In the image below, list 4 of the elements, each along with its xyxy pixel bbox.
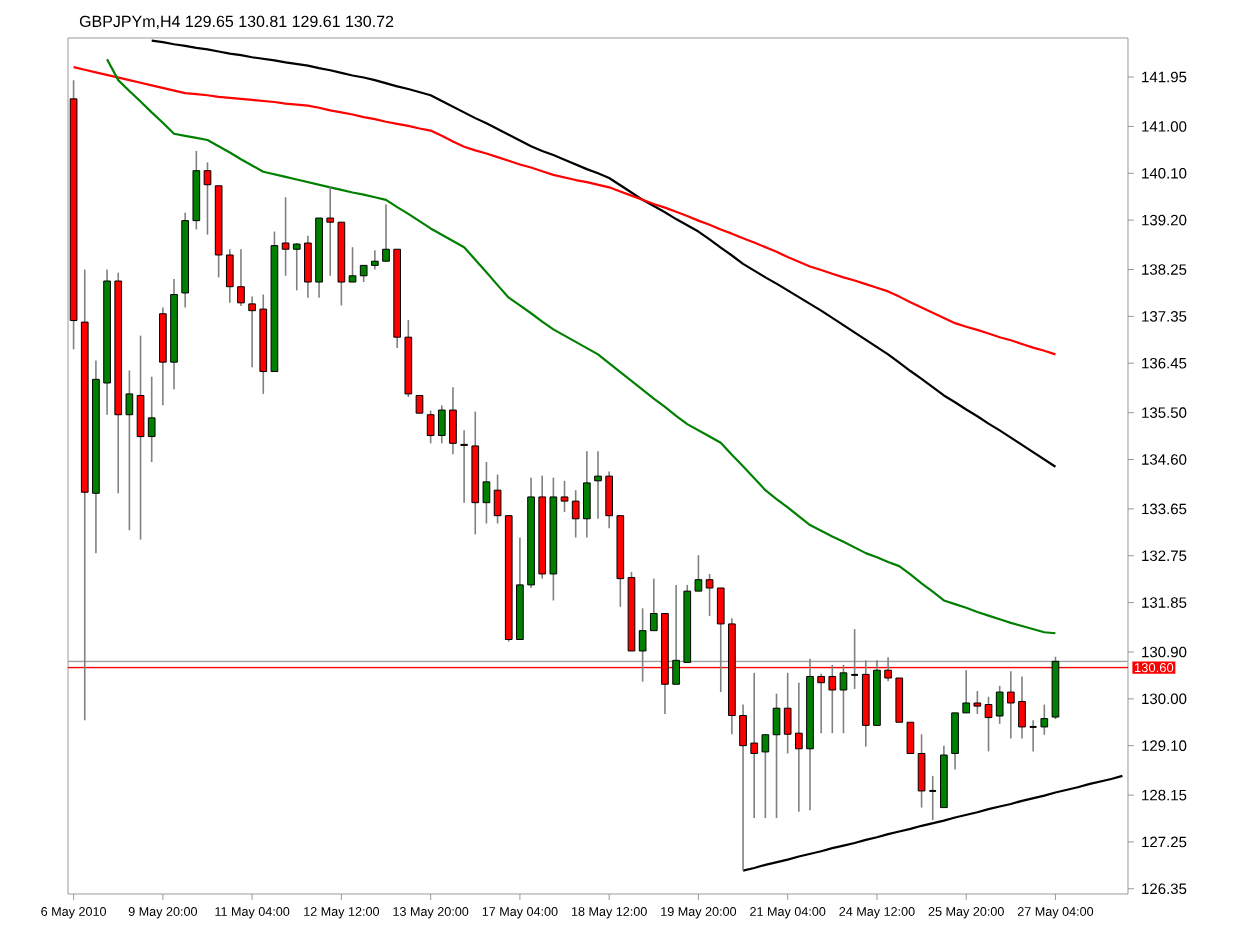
candlestick <box>1028 719 1038 753</box>
chart-title: GBPJPYm,H4 129.65 130.81 129.61 130.72 <box>79 15 394 29</box>
candlestick <box>850 628 859 690</box>
candlestick <box>1040 703 1049 736</box>
